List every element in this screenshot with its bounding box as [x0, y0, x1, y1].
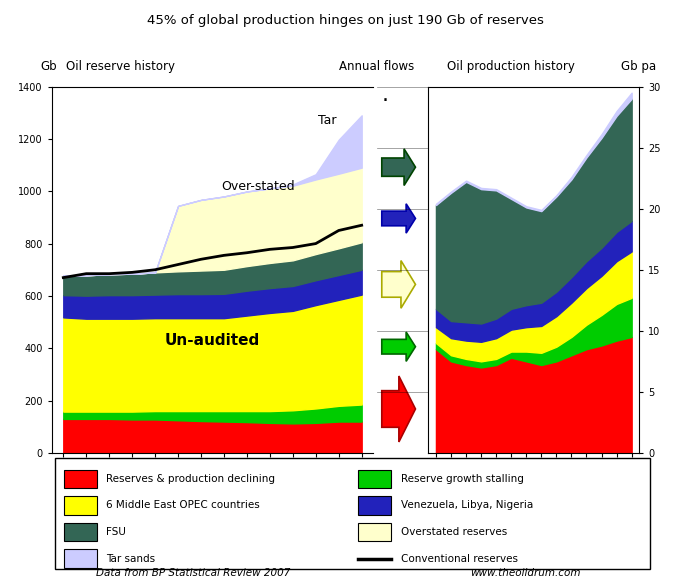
FancyArrow shape: [381, 376, 415, 442]
Text: 6 Middle East OPEC countries: 6 Middle East OPEC countries: [106, 500, 260, 511]
Bar: [359, 496, 392, 515]
Text: 45% of global production hinges on just 190 Gb of reserves: 45% of global production hinges on just …: [147, 14, 544, 27]
FancyArrow shape: [381, 332, 415, 361]
Text: Oil production history: Oil production history: [447, 60, 576, 73]
Text: FSU: FSU: [106, 527, 126, 537]
FancyArrow shape: [381, 261, 415, 308]
Bar: [64, 496, 97, 515]
FancyArrow shape: [381, 204, 415, 233]
Text: ·: ·: [382, 91, 389, 111]
Text: Oil reserve history: Oil reserve history: [66, 60, 176, 73]
Bar: [64, 549, 97, 568]
Text: Gb pa: Gb pa: [621, 60, 656, 73]
Text: www.theoildrum.com: www.theoildrum.com: [470, 568, 580, 577]
Bar: [359, 470, 392, 488]
Text: Data from BP Statistical Review 2007: Data from BP Statistical Review 2007: [96, 568, 291, 577]
FancyArrow shape: [381, 149, 415, 185]
Text: Reserves & production declining: Reserves & production declining: [106, 474, 275, 484]
Bar: [359, 523, 392, 541]
Text: Tar: Tar: [318, 114, 337, 127]
Text: Tar sands: Tar sands: [106, 553, 155, 564]
Text: Annual flows: Annual flows: [339, 60, 414, 73]
Text: Venezuela, Libya, Nigeria: Venezuela, Libya, Nigeria: [401, 500, 533, 511]
Text: Overstated reserves: Overstated reserves: [401, 527, 507, 537]
Text: Gb: Gb: [40, 60, 57, 73]
Bar: [64, 470, 97, 488]
Text: Over-stated: Over-stated: [222, 179, 295, 193]
Bar: [64, 523, 97, 541]
Text: Reserve growth stalling: Reserve growth stalling: [401, 474, 523, 484]
FancyBboxPatch shape: [55, 458, 650, 569]
Text: Un-audited: Un-audited: [165, 333, 260, 348]
Text: Conventional reserves: Conventional reserves: [401, 553, 518, 564]
